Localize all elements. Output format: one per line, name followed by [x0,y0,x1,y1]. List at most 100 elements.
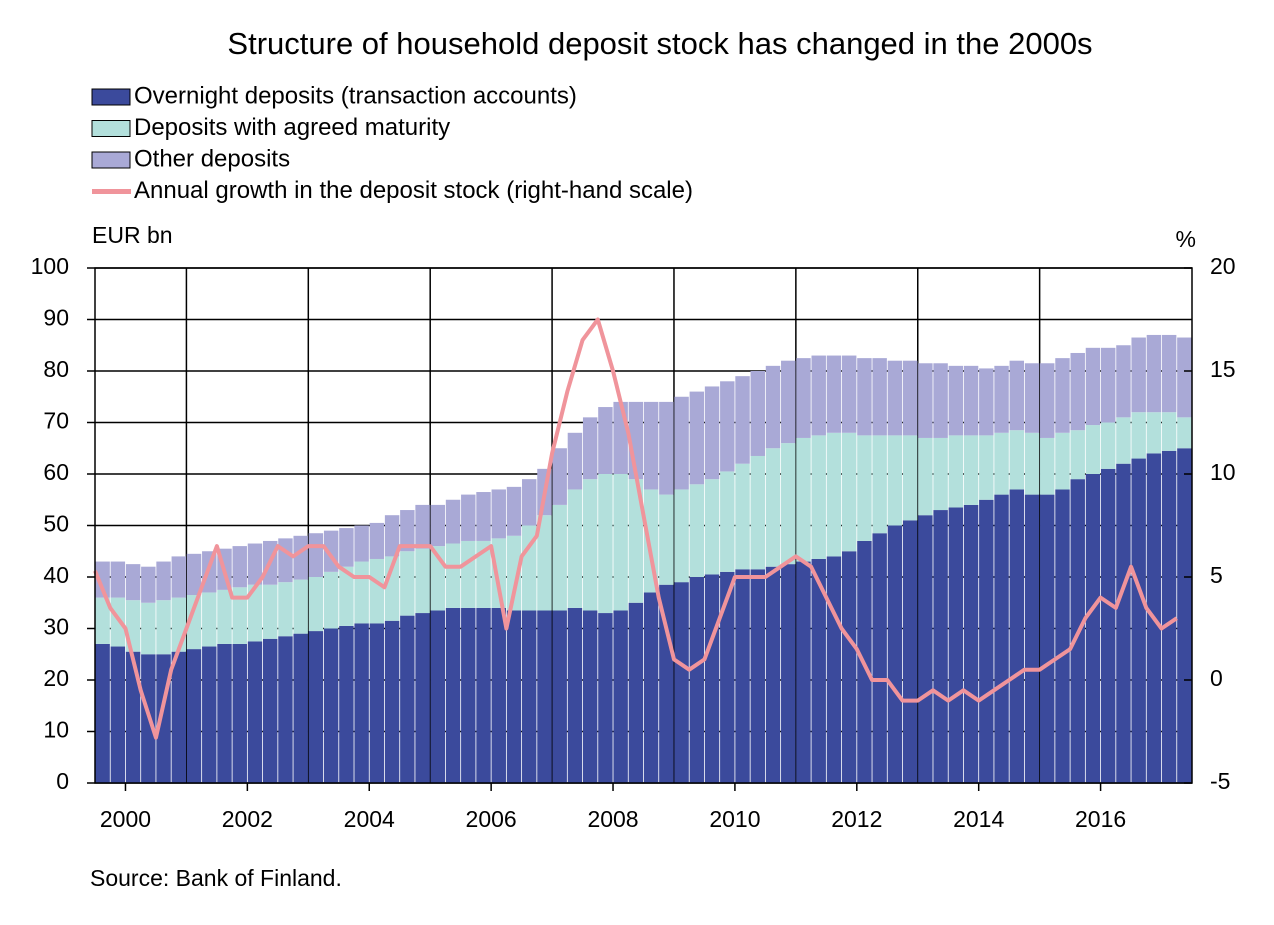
x-tick-label: 2004 [344,806,395,832]
bar-segment [491,607,506,783]
bar-segment [323,628,339,783]
bar-segment [278,538,293,583]
bar-segment [1055,358,1070,433]
bar-segment [354,561,369,624]
bar-segment [141,566,156,603]
bar-segment [963,365,979,436]
bar-segment [857,435,872,541]
bar-segment [491,538,506,608]
bar-segment [262,638,278,783]
y2-axis-label: % [1176,226,1196,252]
bar-segment [1009,360,1025,431]
bar-segment [171,651,187,783]
y-axis-label: EUR bn [92,222,173,248]
bar-segment [95,561,110,598]
bar-segment [1100,347,1116,423]
bar-segment [704,479,720,575]
bar-segment [918,515,933,783]
bar-segment [994,365,1009,433]
bar-segment [476,540,491,608]
plot-frame [94,267,1193,784]
bar-segment [735,376,750,464]
bar-segment [506,486,522,536]
bar-segment [430,610,446,783]
bar-segment [186,553,202,596]
bar-segment [659,494,674,585]
bar-segment [110,597,126,647]
bar-segment [461,494,476,541]
bar-segment [247,584,263,642]
y2-tick-label: 15 [1210,356,1236,382]
bar-segment [552,610,567,783]
y-tick-label: 10 [43,717,69,743]
bar-segment [643,592,659,783]
bar-segment [979,368,994,436]
y-tick-label: 0 [56,768,69,794]
bar-segment [461,607,476,783]
bar-segment [247,543,263,585]
bar-segment [1085,425,1101,474]
bar-segment [156,561,171,601]
bar-segment [1161,334,1177,413]
bar-segment [689,577,705,783]
bar-segment [1040,363,1055,438]
bar-segment [765,566,781,783]
chart-title: Structure of household deposit stock has… [227,26,1092,61]
bar-segment [720,471,735,572]
bar-segment [522,525,537,611]
bar-segment [1070,352,1085,431]
bar-segment [826,432,842,557]
bar-segment [1024,363,1040,433]
y-tick-label: 100 [31,253,69,279]
y2-tick-label: 5 [1210,562,1223,588]
bar-segment [110,646,126,783]
bar-segment [1070,430,1085,480]
bar-segment [948,435,964,508]
bar-segment [445,499,461,544]
bar-segment [765,448,781,567]
x-tick-label: 2012 [831,806,882,832]
bar-segment [826,556,842,783]
x-tick-label: 2014 [953,806,1004,832]
bar-segment [537,610,552,783]
bar-segment [613,610,628,783]
x-tick-label: 2006 [466,806,517,832]
x-tick-label: 2000 [100,806,151,832]
x-tick-label: 2008 [587,806,638,832]
bar-segment [948,365,964,436]
y-tick-label: 20 [43,665,69,691]
bar-segment [110,561,126,598]
bar-segment [400,615,415,783]
bar-segment [461,540,476,608]
bar-segment [674,396,689,490]
bar-segment [628,479,644,603]
bar-segment [384,620,400,783]
bar-segment [171,556,187,598]
bar-segment [887,435,903,526]
bar-segment [232,546,247,588]
bar-segment [948,507,964,783]
bar-segment [430,504,446,547]
bar-segment [1100,422,1116,469]
bar-segment [598,474,613,614]
bar-segment [1177,417,1192,449]
bar-segment [186,595,202,650]
bar-segment [979,435,994,500]
bar-segment [125,564,141,601]
bar-segment [567,432,583,490]
bar-segment [735,569,750,783]
bar-segment [95,597,110,644]
y-tick-label: 30 [43,614,69,640]
bar-segment [354,525,369,562]
bar-segment [308,577,324,632]
bar-segment [811,558,826,783]
bar-segment [872,358,887,436]
bar-segment [400,551,415,616]
bar-segment [704,386,720,480]
bar-segment [522,479,537,526]
legend-label: Annual growth in the deposit stock (righ… [134,177,693,204]
bar-segment [232,643,247,783]
bar-segment [674,489,689,583]
bar-segment [232,587,247,644]
